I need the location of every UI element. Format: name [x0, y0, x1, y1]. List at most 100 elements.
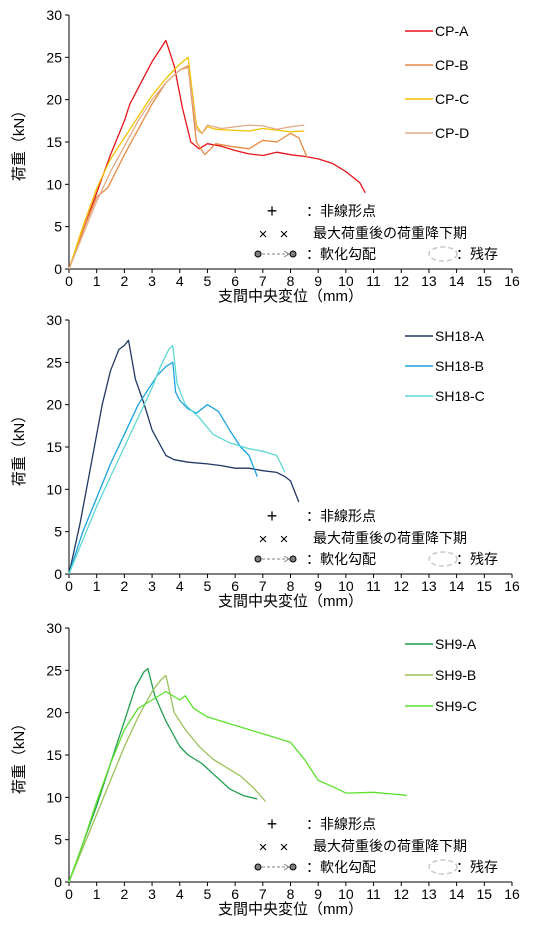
x-tick-label: 0	[65, 273, 73, 289]
x-tick-label: 12	[393, 886, 409, 902]
x-tick-label: 9	[314, 273, 322, 289]
x-tick-label: 6	[231, 578, 239, 594]
note-residual: ：残存	[456, 859, 498, 875]
softening-end-dot-icon	[289, 863, 297, 871]
x-tick-label: 3	[148, 273, 156, 289]
y-tick-label: 5	[54, 219, 62, 235]
x-tick-label: 3	[148, 886, 156, 902]
x-tick-label: 16	[504, 578, 520, 594]
x-tick-label: 2	[120, 886, 128, 902]
x-tick-label: 4	[176, 273, 184, 289]
series-line-cp-c	[68, 56, 305, 270]
arrow-head-icon	[283, 555, 290, 563]
x-tick-label: 9	[314, 886, 322, 902]
x-tick-label: 5	[204, 886, 212, 902]
note-softening: ：軟化勾配	[306, 551, 376, 567]
series-line-sh9-a	[68, 667, 258, 883]
chart-panel-cp: 0 1 2 3 4 5 6 7 8 9 10 11 12 13 14 15 16051015202530支間中央…	[11, 7, 520, 305]
note-nonlinear: ：非線形点	[306, 203, 376, 219]
y-tick-label: 25	[46, 49, 62, 65]
x-tick-label: 14	[449, 886, 465, 902]
y-tick-label: 30	[46, 620, 62, 636]
note-nonlinear: ：非線形点	[306, 816, 376, 832]
y-axis-title: 荷重（kN）	[11, 103, 28, 181]
arrow-head-icon	[283, 250, 290, 258]
legend-label-cp-d: CP-D	[435, 125, 469, 141]
chart-panel-sh9: 0 1 2 3 4 5 6 7 8 9 10 11 12 13 14 15 16051015202530支間中央…	[11, 620, 520, 918]
y-tick-label: 25	[46, 662, 62, 678]
x-axis-title: 支間中央変位（mm）	[218, 901, 363, 918]
x-tick-label: 12	[393, 578, 409, 594]
x-tick-label: 1	[93, 578, 101, 594]
x-tick-label: 5	[204, 578, 212, 594]
legend-label-cp-a: CP-A	[435, 23, 469, 39]
x-tick-label: 8	[287, 273, 295, 289]
x-axis-title: 支間中央変位（mm）	[218, 288, 363, 305]
x-tick-label: 7	[259, 578, 267, 594]
note-max-load: 最大荷重後の荷重降下期	[313, 225, 467, 241]
x-tick-label: 13	[421, 273, 437, 289]
cross-marker-icon: ×	[280, 839, 289, 856]
y-tick-label: 30	[46, 312, 62, 328]
series-line-sh9-b	[68, 674, 267, 883]
x-tick-label: 4	[176, 886, 184, 902]
legend-label-sh18-b: SH18-B	[435, 358, 484, 374]
x-tick-label: 2	[120, 273, 128, 289]
x-tick-label: 14	[449, 273, 465, 289]
residual-ellipse-icon	[428, 859, 458, 875]
x-tick-label: 0	[65, 578, 73, 594]
cross-marker-icon: ×	[259, 839, 268, 856]
x-tick-label: 15	[477, 273, 493, 289]
legend-label-sh9-c: SH9-C	[435, 698, 477, 714]
x-tick-label: 2	[120, 578, 128, 594]
cross-marker-icon: ×	[280, 531, 289, 548]
note-residual: ：残存	[456, 246, 498, 262]
softening-start-dot-icon	[254, 555, 262, 563]
cross-marker-icon: ×	[259, 531, 268, 548]
x-tick-label: 13	[421, 578, 437, 594]
cross-marker-icon: ×	[280, 226, 289, 243]
series-line-sh18-b	[68, 361, 258, 575]
legend-label-sh9-a: SH9-A	[435, 636, 477, 652]
x-tick-label: 10	[338, 578, 354, 594]
y-tick-label: 15	[46, 747, 62, 763]
x-tick-label: 8	[287, 886, 295, 902]
x-tick-label: 1	[93, 886, 101, 902]
legend-label-cp-b: CP-B	[435, 57, 468, 73]
plus-marker-icon: +	[267, 506, 278, 526]
softening-start-dot-icon	[254, 250, 262, 258]
softening-end-dot-icon	[289, 555, 297, 563]
series-line-sh18-a	[68, 339, 300, 575]
x-tick-label: 15	[477, 886, 493, 902]
y-tick-label: 25	[46, 354, 62, 370]
x-tick-label: 14	[449, 578, 465, 594]
x-tick-label: 16	[504, 886, 520, 902]
note-nonlinear: ：非線形点	[306, 508, 376, 524]
x-tick-label: 13	[421, 886, 437, 902]
series-line-sh18-c	[68, 344, 286, 575]
y-tick-label: 15	[46, 439, 62, 455]
y-tick-label: 0	[54, 874, 62, 890]
y-tick-label: 0	[54, 566, 62, 582]
y-tick-label: 0	[54, 261, 62, 277]
x-tick-label: 11	[366, 886, 381, 902]
y-tick-label: 10	[46, 789, 62, 805]
y-tick-label: 20	[46, 705, 62, 721]
y-axis-title: 荷重（kN）	[11, 408, 28, 486]
x-tick-label: 15	[477, 578, 493, 594]
x-tick-label: 6	[231, 886, 239, 902]
series-line-cp-a	[68, 39, 366, 270]
y-tick-label: 5	[54, 524, 62, 540]
x-tick-label: 8	[287, 578, 295, 594]
legend-label-sh18-a: SH18-A	[435, 328, 485, 344]
x-tick-label: 1	[93, 273, 101, 289]
y-tick-label: 15	[46, 134, 62, 150]
note-residual: ：残存	[456, 551, 498, 567]
residual-ellipse-icon	[428, 551, 458, 567]
cross-marker-icon: ×	[259, 226, 268, 243]
note-softening: ：軟化勾配	[306, 859, 376, 875]
series-line-cp-b	[68, 65, 308, 270]
x-tick-label: 11	[366, 273, 381, 289]
x-tick-label: 5	[204, 273, 212, 289]
x-tick-label: 10	[338, 886, 354, 902]
